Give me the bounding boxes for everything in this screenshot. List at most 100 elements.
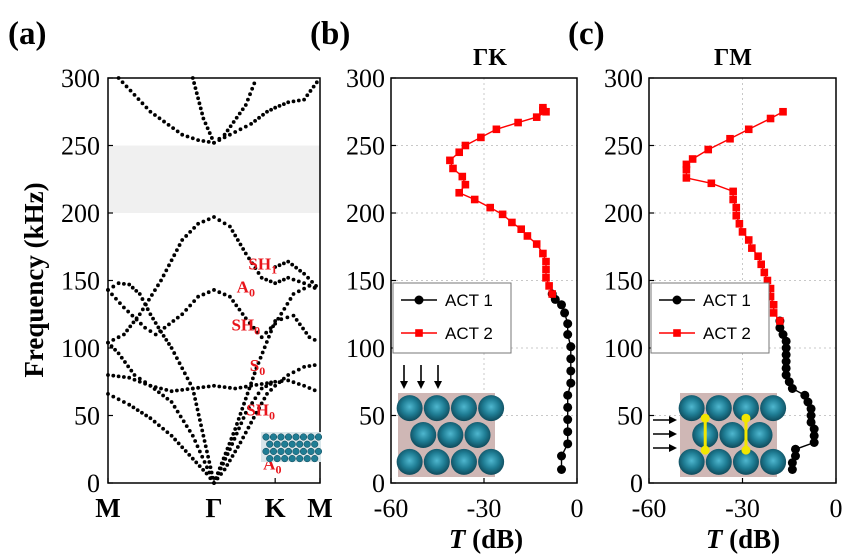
dispersion-point	[235, 445, 240, 449]
y-axis-label: Frequency (kHz)	[19, 182, 49, 377]
dispersion-point	[277, 279, 282, 284]
act2-marker	[508, 218, 516, 227]
lattice-rod	[303, 440, 311, 448]
dispersion-point	[162, 119, 166, 124]
dispersion-point	[273, 383, 278, 388]
dispersion-point	[247, 256, 251, 261]
dispersion-point	[268, 326, 273, 331]
dispersion-point	[297, 322, 302, 327]
dispersion-point	[169, 258, 174, 263]
dispersion-point	[201, 467, 206, 472]
dispersion-point	[314, 284, 318, 288]
act1-marker	[563, 330, 573, 339]
dispersion-point	[249, 383, 254, 388]
dispersion-point	[197, 449, 202, 454]
panel-b-label: (b)	[310, 16, 350, 52]
act2-marker	[735, 220, 744, 228]
dispersion-point	[290, 262, 295, 267]
dispersion-point	[158, 329, 163, 334]
sample-link-node	[700, 445, 710, 455]
dispersion-point	[116, 335, 121, 340]
dispersion-point	[196, 221, 201, 226]
dispersion-point	[264, 330, 269, 335]
dispersion-point	[165, 396, 170, 401]
dispersion-point	[200, 111, 204, 116]
dispersion-point	[269, 329, 273, 334]
dispersion-point	[264, 340, 269, 344]
act2-marker	[704, 145, 713, 154]
act2-marker	[458, 172, 467, 181]
lattice-rod	[296, 455, 304, 463]
dispersion-point	[302, 271, 306, 276]
dispersion-point	[243, 384, 248, 389]
dispersion-point	[116, 397, 121, 402]
act2-marker	[682, 166, 691, 174]
dispersion-point	[281, 102, 286, 106]
y-tick-label: 100	[61, 334, 100, 363]
dispersion-point	[196, 96, 201, 101]
dispersion-point	[164, 268, 169, 273]
dispersion-point	[193, 439, 198, 443]
dispersion-point	[237, 307, 242, 312]
dispersion-point	[167, 342, 171, 346]
act1-marker	[809, 431, 819, 441]
dispersion-point	[123, 360, 127, 364]
panel-c-label: (c)	[568, 16, 605, 52]
dispersion-point	[228, 132, 232, 137]
legend-box	[392, 282, 512, 354]
dispersion-point	[247, 386, 252, 391]
dispersion-point	[177, 361, 182, 366]
act1-marker	[775, 323, 785, 333]
act1-marker	[560, 308, 570, 318]
dispersion-point	[281, 261, 286, 266]
dispersion-point	[148, 329, 153, 334]
dispersion-point	[228, 385, 232, 390]
dispersion-point	[291, 99, 296, 104]
dispersion-point	[122, 305, 126, 310]
dispersion-point	[264, 384, 269, 389]
dispersion-points	[106, 76, 319, 485]
dispersion-point	[122, 281, 126, 286]
dispersion-point	[246, 425, 251, 430]
act2-marker	[517, 225, 525, 233]
dispersion-point	[161, 273, 166, 278]
dispersion-point	[230, 454, 235, 458]
dispersion-point	[288, 297, 293, 301]
dispersion-point	[301, 326, 305, 331]
act1-marker	[566, 342, 576, 352]
dispersion-point	[222, 467, 227, 472]
sample-rod	[396, 395, 423, 422]
sample-rod	[678, 448, 705, 475]
dispersion-point	[207, 460, 212, 464]
panel-c-series	[682, 107, 819, 474]
dispersion-point	[148, 416, 153, 421]
dispersion-point	[286, 259, 291, 264]
act1-marker	[563, 415, 573, 425]
dispersion-point	[195, 444, 200, 449]
dispersion-point	[253, 118, 257, 123]
dispersion-point	[219, 461, 224, 466]
dispersion-point	[169, 400, 174, 404]
dispersion-point	[234, 115, 239, 120]
lattice-rod	[269, 433, 278, 441]
dispersion-point	[238, 411, 243, 416]
dispersion-point	[237, 426, 241, 431]
dispersion-point	[302, 97, 306, 102]
dispersion-point	[259, 275, 264, 280]
bandgap-band	[108, 145, 320, 213]
y-tick-label: 50	[617, 402, 643, 431]
dispersion-point	[251, 325, 256, 330]
legend-marker-act2	[415, 329, 423, 337]
dispersion-point	[148, 383, 153, 388]
dispersion-point	[137, 376, 142, 381]
act2-marker	[776, 317, 784, 325]
dispersion-point	[172, 404, 177, 409]
dispersion-point	[162, 325, 167, 330]
dispersion-point	[180, 238, 185, 242]
sample-rod	[760, 448, 787, 475]
mode-label: A0	[237, 278, 255, 300]
y-tick-label: 50	[74, 402, 100, 431]
dispersion-point	[240, 406, 245, 411]
dispersion-point	[294, 265, 299, 270]
